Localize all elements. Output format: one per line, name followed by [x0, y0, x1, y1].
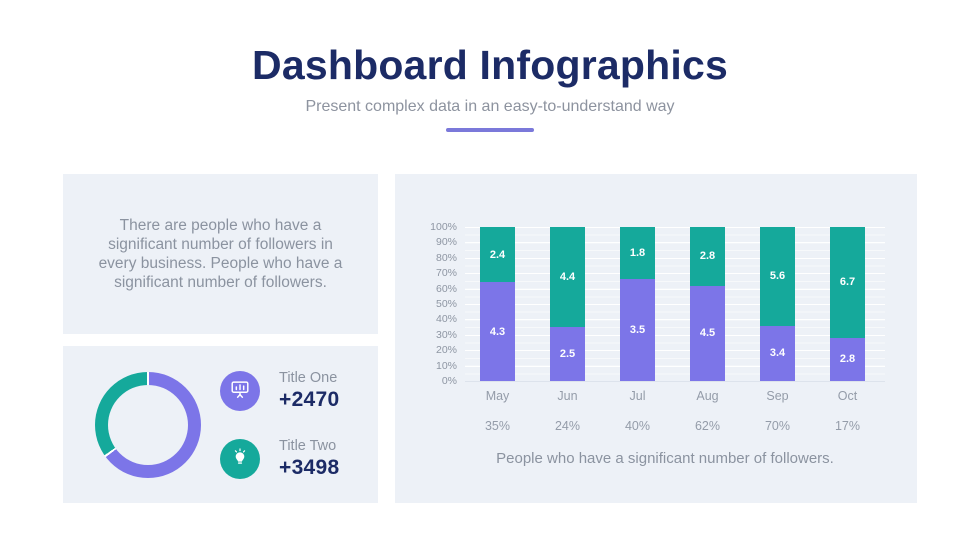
bar-segment-purple: 2.5: [550, 327, 585, 381]
gridline: [465, 319, 885, 321]
y-axis-tick-label: 100%: [430, 221, 457, 233]
bar-segment-purple: 2.8: [830, 337, 865, 381]
stats-panel: Title One +2470: [63, 346, 378, 503]
lightbulb-icon: [229, 446, 251, 473]
stacked-bar: 2.4 4.3: [480, 227, 515, 381]
x-axis-category-label: Aug: [696, 389, 719, 403]
stat-text-one: Title One +2470: [279, 370, 339, 412]
stacked-bar: 1.8 3.5: [620, 227, 655, 381]
y-axis-tick-label: 90%: [435, 236, 457, 249]
y-axis-tick-label: 30%: [435, 328, 457, 341]
bar-plot: 100% 90% 80% 70% 60% 50% 40% 30% 20% 10% 0% 2.4 4.3 M…: [430, 221, 885, 433]
y-axis-tick-label: 70%: [435, 267, 457, 280]
bar-segment-teal: 2.4: [480, 227, 515, 283]
description-paragraph: There are people who have a significant …: [98, 216, 343, 292]
gridline: [465, 273, 885, 275]
y-axis-tick-label: 40%: [435, 313, 457, 326]
gridline: [465, 365, 885, 367]
page-subtitle: Present complex data in an easy-to-under…: [305, 98, 675, 115]
stat-label-one: Title One: [279, 370, 338, 386]
category-percentage-label: 40%: [624, 419, 651, 433]
category-percentage-label: 70%: [764, 419, 791, 433]
title-underline-accent: [446, 128, 534, 132]
y-axis-tick-label: 60%: [435, 282, 457, 295]
donut-chart: [95, 372, 201, 478]
bar-segment-purple: 4.3: [480, 282, 515, 381]
x-axis-category-label: Jun: [557, 389, 578, 403]
bar-segment-purple: 3.5: [620, 279, 655, 381]
x-axis-category-label: May: [485, 389, 510, 403]
category-percentage-label: 62%: [694, 419, 721, 433]
y-axis-tick-label: 0%: [441, 375, 457, 387]
page-title: Dashboard Infographics: [252, 42, 728, 88]
stat-value-one: +2470: [279, 388, 340, 411]
stacked-bar: 6.7 2.8: [830, 227, 865, 381]
category-percentage-label: 17%: [834, 419, 861, 433]
stat-icon-circle-one: [220, 371, 260, 411]
category-percentage-label: 24%: [554, 419, 581, 433]
gridline: [465, 242, 885, 244]
stat-row-one: Title One +2470: [220, 370, 339, 412]
x-axis-category-label: Jul: [629, 389, 646, 403]
gridline: [465, 288, 885, 290]
bar-chart-panel: 100% 90% 80% 70% 60% 50% 40% 30% 20% 10% 0% 2.4 4.3 M…: [395, 174, 917, 503]
stat-value-two: +3498: [279, 456, 340, 479]
bar-segment-teal: 5.6: [760, 227, 795, 326]
gridline: [465, 381, 885, 382]
stacked-bar: 5.6 3.4: [760, 227, 795, 381]
presentation-chart-icon: [229, 378, 251, 405]
x-axis-category-label: Oct: [837, 389, 858, 403]
gridline: [465, 227, 885, 228]
stat-icon-circle-two: [220, 439, 260, 479]
bar-segment-teal: 2.8: [690, 227, 725, 286]
bar-segment-teal: 1.8: [620, 227, 655, 280]
x-axis-category-label: Sep: [766, 389, 789, 403]
bar-segment-purple: 4.5: [690, 285, 725, 381]
y-axis-tick-label: 50%: [435, 298, 457, 310]
gridline: [465, 350, 885, 352]
description-panel: There are people who have a significant …: [63, 174, 378, 334]
bar-segment-purple: 3.4: [760, 325, 795, 381]
stat-row-two: Title Two +3498: [220, 438, 339, 480]
category-percentage-label: 35%: [484, 419, 511, 433]
gridline: [465, 257, 885, 259]
chart-caption: People who have a significant number of …: [496, 450, 834, 467]
stacked-bar: 4.4 2.5: [550, 227, 585, 381]
stat-text-two: Title Two +3498: [279, 438, 339, 480]
gridline: [465, 304, 885, 305]
gridline: [465, 334, 885, 336]
y-axis-tick-label: 10%: [435, 359, 457, 372]
stat-label-two: Title Two: [279, 438, 337, 454]
y-axis-tick-label: 80%: [435, 251, 457, 264]
bar-segment-teal: 4.4: [550, 227, 585, 328]
y-axis-tick-label: 20%: [435, 344, 457, 357]
bar-segment-teal: 6.7: [830, 227, 865, 338]
stacked-bar: 2.8 4.5: [690, 227, 725, 381]
